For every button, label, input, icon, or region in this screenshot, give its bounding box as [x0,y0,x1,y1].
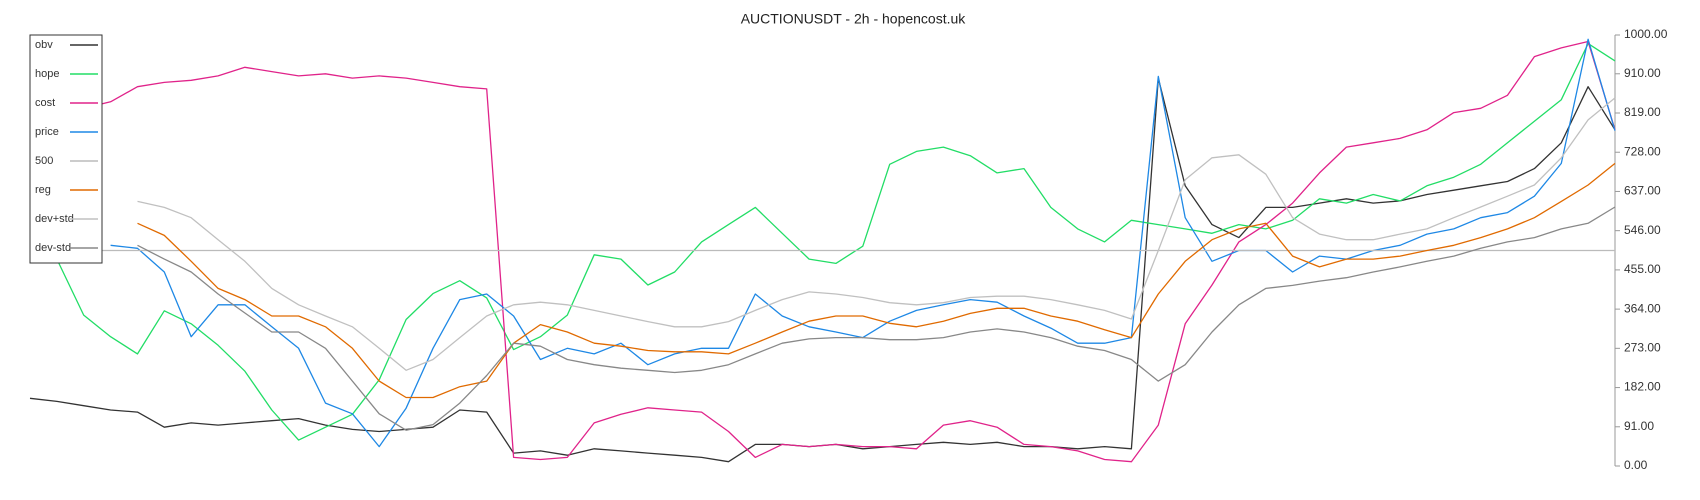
y-tick-label: 819.00 [1624,105,1661,119]
y-tick-label: 546.00 [1624,223,1661,237]
series-line [137,162,1616,399]
legend-label: cost [35,97,55,109]
chart-title: AUCTIONUSDT - 2h - hopencost.uk [741,11,967,27]
y-tick-label: 637.00 [1624,184,1661,198]
y-tick-label: 273.00 [1624,341,1661,355]
legend-label: price [35,126,59,138]
series-line [110,38,1616,448]
legend-label: hope [35,68,59,80]
y-tick-label: 1000.00 [1624,27,1668,41]
series-line [56,42,1616,441]
y-tick-label: 91.00 [1624,419,1654,433]
legend-label: 500 [35,155,53,167]
series-line [137,97,1616,371]
legend-label: dev+std [35,213,74,225]
series-line [137,206,1616,431]
legend: obv hope cost price 500 reg dev+std dev-std [29,34,103,264]
y-tick-label: 910.00 [1624,66,1661,80]
legend-label: dev-std [35,242,71,254]
legend-box [29,34,103,264]
y-tick-label: 0.00 [1624,458,1648,472]
y-tick-label: 728.00 [1624,144,1661,158]
y-tick-label: 182.00 [1624,380,1661,394]
y-tick-label: 364.00 [1624,301,1661,315]
y-tick-label: 455.00 [1624,262,1661,276]
series-line [29,40,1616,463]
legend-label: reg [35,184,51,196]
legend-label: obv [35,39,53,51]
